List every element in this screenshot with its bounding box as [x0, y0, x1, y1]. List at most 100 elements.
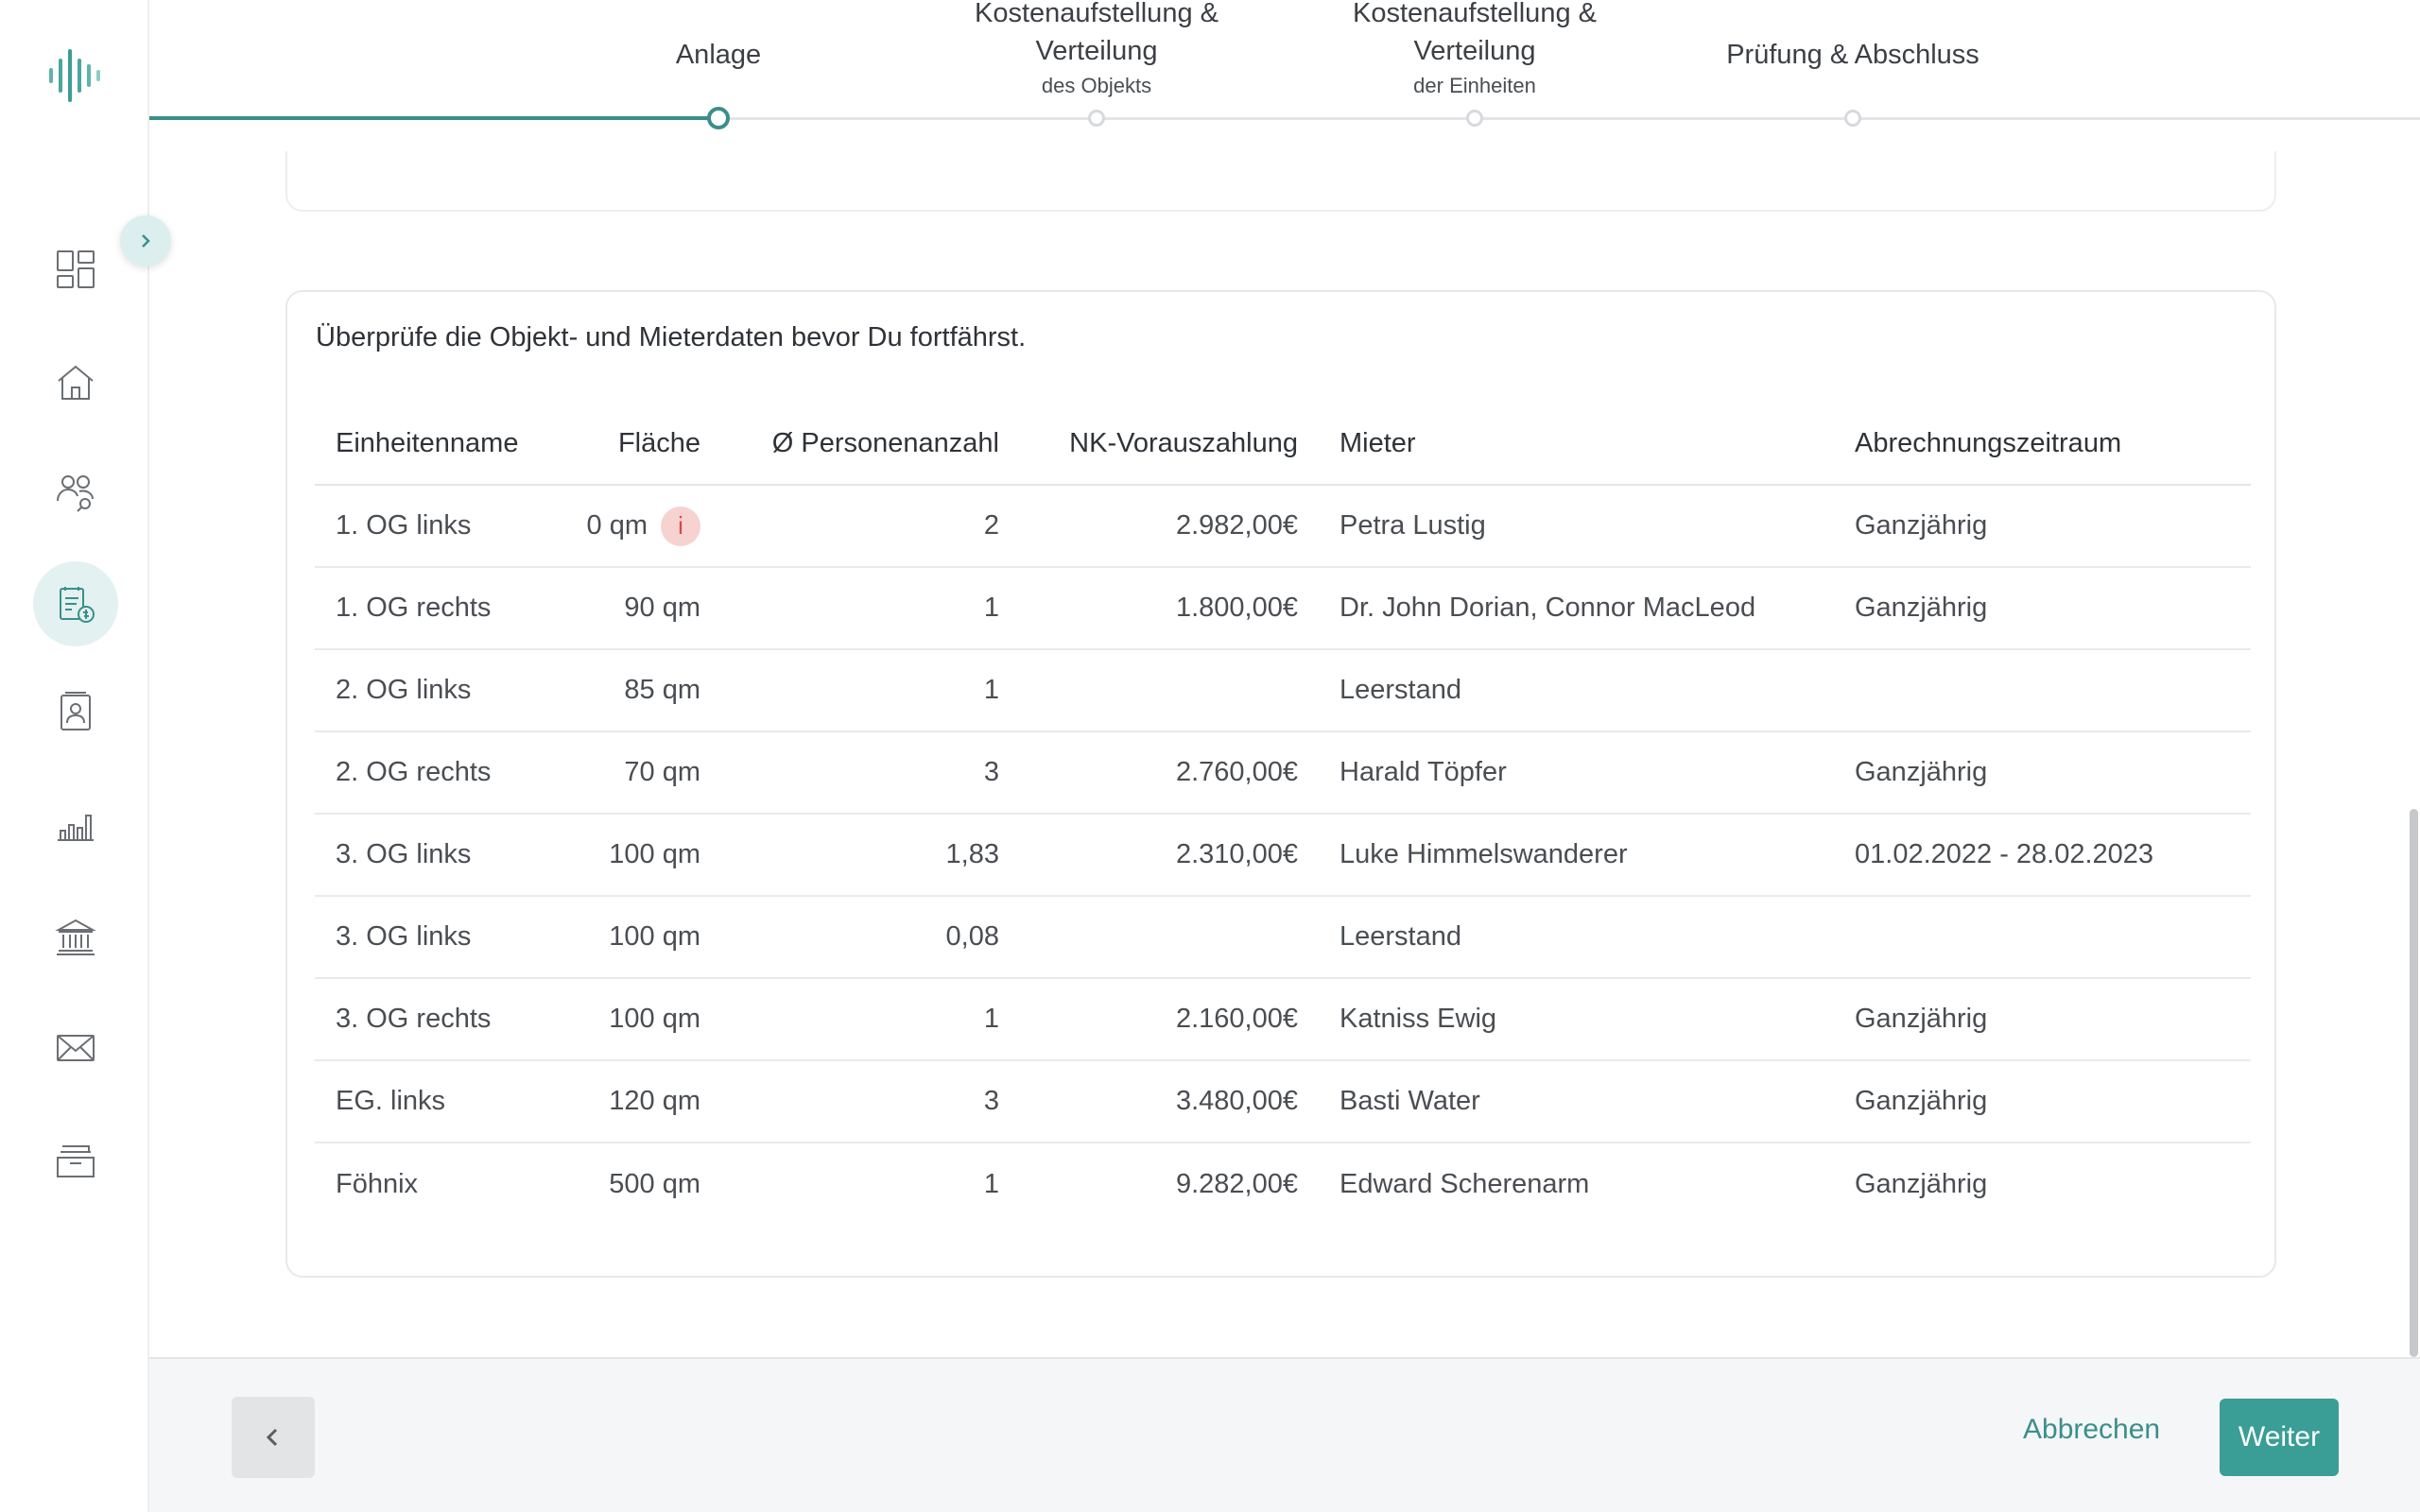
units-table: Einheitenname Fläche Ø Personenanzahl NK…: [315, 404, 2251, 1225]
column-header-persons: Ø Personenanzahl: [721, 404, 1020, 486]
stepper-progress: [149, 116, 718, 120]
table-row: 3. OG links 100 qm 1,83 2.310,00€ Luke Himme…: [315, 814, 2251, 897]
table-row: 2. OG rechts 70 qm 3 2.760,00€ Harald Töpfer…: [315, 731, 2251, 815]
area-value: 90 qm: [624, 593, 700, 623]
table-row: 2. OG links 85 qm 1 Leerstand: [315, 649, 2251, 732]
tenant-cell: Leerstand: [1319, 649, 1834, 732]
tenant-cell: Edward Scherenarm: [1340, 1168, 1590, 1199]
back-button[interactable]: [232, 1397, 315, 1478]
main-content[interactable]: Überprüfe die Objekt- und Mieterdaten be…: [149, 151, 2420, 1357]
area-cell: 85 qm: [561, 649, 721, 732]
billing-icon: [60, 587, 95, 623]
tenant-cell: Katniss Ewig: [1319, 978, 1834, 1061]
review-card: Überprüfe die Objekt- und Mieterdaten be…: [285, 290, 2276, 1278]
scrollbar[interactable]: [2407, 151, 2420, 1357]
chevron-right-icon: [142, 234, 150, 248]
area-cell: 100 qm: [561, 978, 721, 1061]
app-logo-icon[interactable]: [47, 45, 104, 106]
sidebar-item-contacts[interactable]: [33, 669, 118, 754]
advance-payment-cell: 1.800,00€: [1020, 567, 1319, 650]
area-cell: 100 qm: [561, 814, 721, 897]
column-header-unit: Einheitenname: [315, 404, 561, 486]
unit-name-cell: 3. OG links: [315, 814, 561, 897]
sidebar-expand-button[interactable]: [120, 215, 171, 266]
persons-cell: 1: [983, 1168, 999, 1199]
bank-icon: [55, 919, 96, 955]
area-value: 70 qm: [624, 757, 700, 787]
billing-period-cell: Ganzjährig: [1834, 485, 2251, 568]
advance-payment-cell: 2.160,00€: [1020, 978, 1319, 1061]
sidebar-item-properties[interactable]: [33, 340, 118, 425]
next-button[interactable]: Weiter: [2220, 1399, 2339, 1476]
sidebar-item-reports[interactable]: [33, 782, 118, 868]
area-value: 120 qm: [609, 1086, 700, 1116]
step-title: Prüfung & Abschluss: [1726, 40, 1979, 70]
step-title: Kostenaufstellung & Verteilung: [1353, 0, 1597, 66]
billing-period-cell: Ganzjährig: [1834, 1060, 2251, 1143]
tenant-cell: Leerstand: [1319, 896, 1834, 979]
step-review[interactable]: Prüfung & Abschluss: [1726, 36, 1979, 74]
step-unit-costs[interactable]: Kostenaufstellung & Verteilung der Einhe…: [1333, 0, 1616, 100]
warning-info-icon[interactable]: i: [661, 506, 700, 546]
scrollbar-thumb[interactable]: [2410, 809, 2418, 1357]
advance-payment-cell: [1020, 649, 1319, 732]
table-row: 3. OG links 100 qm 0,08 Leerstand: [315, 896, 2251, 979]
step-object-costs[interactable]: Kostenaufstellung & Verteilung des Objek…: [955, 0, 1238, 100]
advance-payment-cell: [1020, 896, 1319, 979]
column-header-period: Abrechnungszeitraum: [1834, 404, 2251, 486]
billing-period-cell: [1834, 896, 2251, 979]
unit-name-cell: 3. OG links: [315, 896, 561, 979]
step-dot: [1466, 110, 1483, 127]
billing-period-cell: Ganzjährig: [1834, 567, 2251, 650]
persons-cell: 1: [721, 567, 1020, 650]
persons-cell: 2: [721, 485, 1020, 568]
sidebar-item-archive[interactable]: [33, 1117, 118, 1202]
persons-cell: 1,83: [721, 814, 1020, 897]
step-title: Kostenaufstellung & Verteilung: [975, 0, 1219, 66]
billing-period-cell: 01.02.2022 - 28.02.2023: [1834, 814, 2251, 897]
table-row: EG. links 120 qm 3 3.480,00€ Basti Water Ganz…: [315, 1060, 2251, 1143]
step-anlage[interactable]: Anlage: [676, 36, 761, 74]
advance-payment-cell: 2.310,00€: [1020, 814, 1319, 897]
step-dot: [1844, 110, 1861, 127]
unit-name-cell: 3. OG rechts: [315, 978, 561, 1061]
column-header-advance: NK-Vorauszahlung: [1020, 404, 1319, 486]
persons-cell: 1: [721, 978, 1020, 1061]
step-subtitle: der Einheiten: [1413, 74, 1536, 97]
tenant-cell: Luke Himmelswanderer: [1319, 814, 1834, 897]
sidebar-item-messages[interactable]: [33, 1005, 118, 1091]
cancel-button[interactable]: Abbrechen: [2023, 1414, 2161, 1445]
sidebar-item-tenants[interactable]: [33, 450, 118, 535]
sidebar-item-dashboard[interactable]: [33, 227, 118, 312]
step-subtitle: des Objekts: [1041, 74, 1152, 97]
tenant-cell: Petra Lustig: [1319, 485, 1834, 568]
persons-cell: 1: [721, 649, 1020, 732]
advance-payment-cell: 2.982,00€: [1020, 485, 1319, 568]
area-value: 85 qm: [624, 675, 700, 705]
unit-name-cell: 2. OG links: [315, 649, 561, 732]
tenants-icon: [57, 475, 94, 512]
area-cell: 70 qm: [561, 731, 721, 815]
advance-payment-cell: 3.480,00€: [1020, 1060, 1319, 1143]
stepper-track: [149, 117, 2420, 120]
progress-stepper: Anlage Kostenaufstellung & Verteilung de…: [149, 0, 2420, 151]
chart-icon: [58, 815, 94, 841]
sidebar-item-billing[interactable]: [33, 561, 118, 646]
advance-payment-cell: 9.282,00€: [1175, 1168, 1298, 1199]
footer-bar: Abbrechen Weiter: [149, 1357, 2420, 1512]
chevron-left-icon: [266, 1428, 278, 1447]
table-row: 1. OG links 0 qm i 2 2.982,00€ Petra Lustig Ga…: [315, 485, 2251, 568]
sidebar-item-bank[interactable]: [33, 894, 118, 979]
step-dot: [1088, 110, 1105, 127]
unit-name-cell: 2. OG rechts: [315, 731, 561, 815]
tenant-cell: Harald Töpfer: [1319, 731, 1834, 815]
billing-period-cell: Ganzjährig: [1834, 731, 2251, 815]
persons-cell: 0,08: [721, 896, 1020, 979]
area-cell: 90 qm: [561, 567, 721, 650]
area-cell: 120 qm: [561, 1060, 721, 1143]
area-cell: 500 qm: [561, 1143, 721, 1225]
step-title: Anlage: [675, 40, 762, 70]
tenant-cell: Dr. John Dorian, Connor MacLeod: [1319, 567, 1834, 650]
advance-payment-cell: 2.760,00€: [1020, 731, 1319, 815]
table-row: 1. OG rechts 90 qm 1 1.800,00€ Dr. John Dori…: [315, 567, 2251, 650]
